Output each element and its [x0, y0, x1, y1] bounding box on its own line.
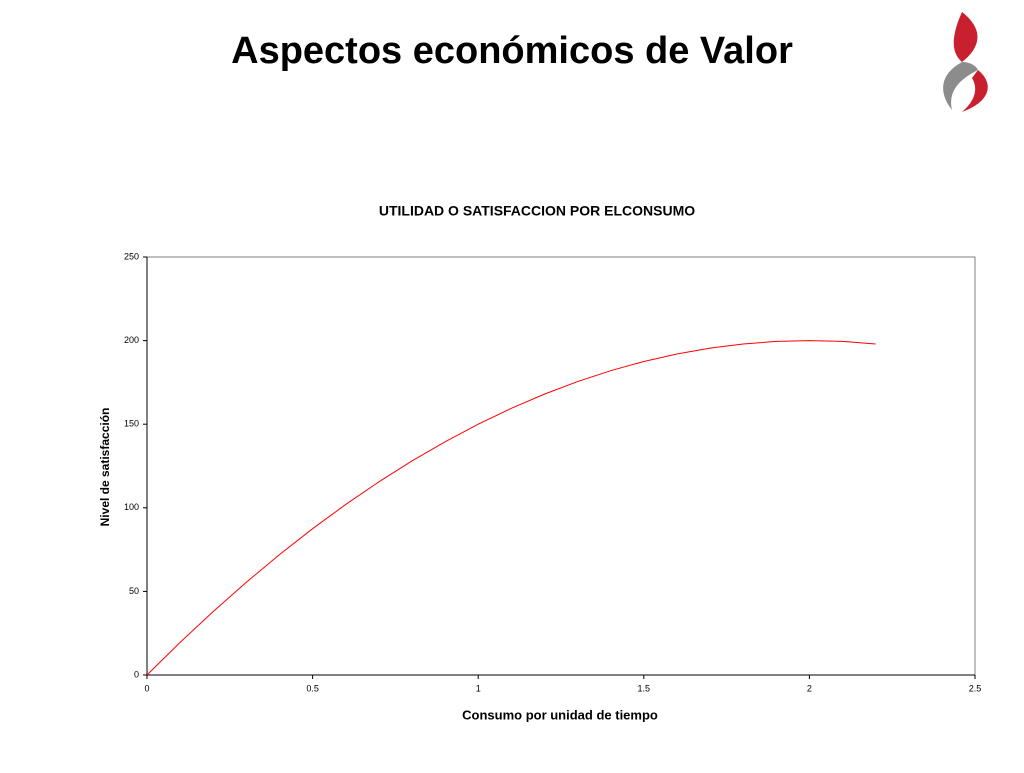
x-tick-label: 2.5: [969, 683, 982, 693]
line-series: [146, 340, 876, 676]
chart-title: UTILIDAD O SATISFACCION POR ELCONSUMO: [379, 203, 695, 219]
slide-title: Aspectos económicos de Valor: [231, 30, 793, 72]
y-tick-label: 0: [134, 669, 139, 679]
logo: [943, 12, 988, 112]
x-axis-label: Consumo por unidad de tiempo: [462, 707, 658, 722]
y-tick-label: 100: [124, 502, 139, 512]
y-tick-label: 50: [129, 586, 139, 596]
y-tick-label: 250: [124, 251, 139, 261]
y-tick-label: 200: [124, 335, 139, 345]
x-tick-label: 0.5: [306, 683, 319, 693]
y-tick-label: 150: [124, 419, 139, 429]
plot-area: [146, 256, 976, 676]
x-tick-label: 1.5: [638, 683, 651, 693]
x-tick-label: 0: [144, 683, 149, 693]
y-axis-label: Nivel de satisfacción: [98, 408, 112, 527]
x-tick-label: 2: [807, 683, 812, 693]
x-tick-label: 1: [476, 683, 481, 693]
